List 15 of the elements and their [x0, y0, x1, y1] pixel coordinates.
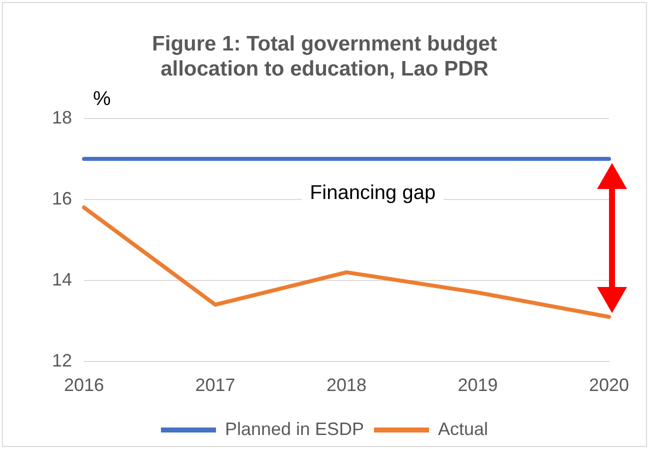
- x-tick-label: 2016: [64, 375, 104, 396]
- text: Figure 1: Total government budget: [152, 32, 497, 56]
- text: allocation to education, Lao PDR: [160, 58, 488, 81]
- x-tick-label: 2020: [588, 375, 630, 396]
- y-tick-label: 18: [52, 107, 72, 128]
- y-tick-label: 12: [52, 350, 72, 370]
- y-axis-title: %: [93, 88, 111, 111]
- x-tick-label: 2019: [458, 375, 498, 396]
- annotation: Financing gap: [310, 182, 436, 204]
- legend-label: Planned in ESDP: [224, 418, 364, 439]
- legend-label: Actual: [438, 418, 488, 439]
- x-tick-label: 2017: [195, 375, 236, 396]
- y-tick-label: 16: [52, 188, 72, 208]
- x-tick-label: 2018: [326, 375, 367, 396]
- y-tick-label: 14: [52, 269, 72, 290]
